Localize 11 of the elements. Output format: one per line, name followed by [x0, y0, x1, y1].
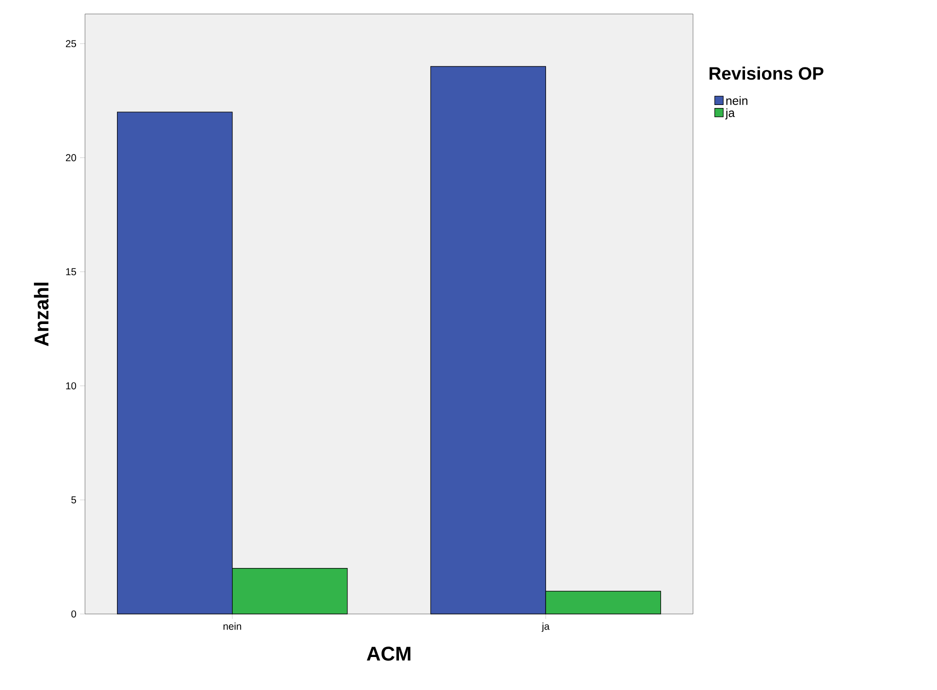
y-tick-label: 10 [66, 382, 76, 390]
x-axis-title: ACM [366, 646, 410, 661]
legend-label: ja [725, 108, 735, 120]
y-tick-label: 25 [66, 40, 76, 48]
y-tick-label: 5 [71, 496, 76, 504]
legend-label: nein [726, 96, 748, 105]
legend-title: Revisions OP [710, 66, 824, 80]
y-tick-label: 0 [71, 610, 76, 618]
y-tick-label: 15 [66, 268, 76, 276]
y-tick-label: 20 [66, 154, 76, 162]
y-axis-title: Anzahl [34, 282, 49, 346]
